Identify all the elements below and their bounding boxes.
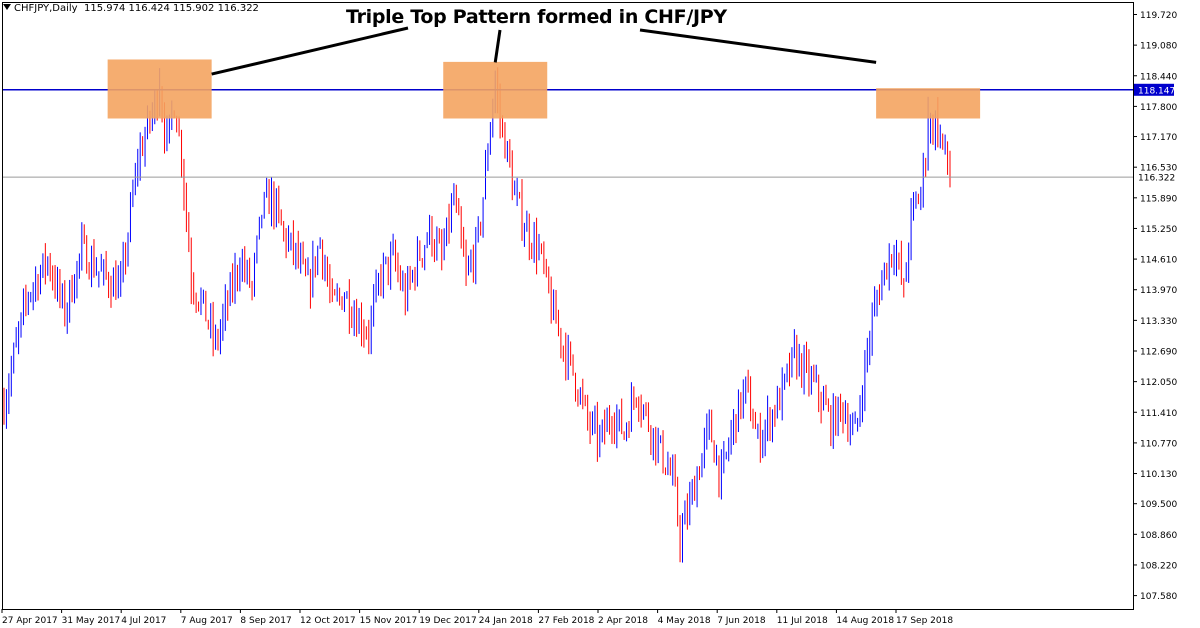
highlight-box-2: [443, 61, 548, 119]
x-tick-label-3: 7 Aug 2017: [181, 616, 233, 626]
y-tick-label-12: 112.050: [1140, 378, 1177, 388]
x-tick-label-11: 4 May 2018: [658, 616, 711, 626]
y-tick-label-10: 113.330: [1140, 317, 1177, 327]
x-tick-label-1: 31 May 2017: [62, 616, 121, 626]
resistance-price-tag: 118.147: [1138, 86, 1175, 96]
y-tick-label-15: 110.130: [1140, 470, 1177, 480]
caret-down-icon[interactable]: [3, 4, 11, 10]
x-tick-label-0: 27 Apr 2017: [2, 616, 58, 626]
y-tick-label-3: 117.800: [1140, 103, 1177, 113]
y-tick-label-7: 115.250: [1140, 225, 1177, 235]
y-tick-label-16: 109.500: [1140, 500, 1177, 510]
y-tick-label-13: 111.410: [1140, 409, 1177, 419]
x-axis: 27 Apr 2017 31 May 2017 4 Jul 2017 7 Aug 20…: [1, 609, 953, 626]
y-tick-label-1: 119.080: [1140, 42, 1177, 52]
y-tick-label-11: 112.690: [1140, 347, 1177, 357]
current-price-tag: 116.322: [1138, 174, 1175, 184]
highlight-box-3: [876, 88, 981, 119]
annotation-line-2: [493, 29, 502, 63]
x-tick-label-14: 14 Aug 2018: [836, 616, 894, 626]
y-tick-label-0: 119.720: [1140, 11, 1177, 21]
chart-header: CHFJPY,Daily 115.974 116.424 115.902 116…: [3, 3, 259, 14]
x-tick-label-13: 11 Jul 2018: [777, 616, 828, 626]
y-tick-label-8: 114.610: [1140, 256, 1177, 266]
y-tick-label-18: 108.220: [1140, 561, 1177, 571]
x-tick-label-15: 17 Sep 2018: [896, 616, 953, 626]
highlight-boxes: [107, 59, 981, 119]
ohlc-values: 115.974 116.424 115.902 116.322: [83, 3, 259, 14]
x-tick-label-10: 2 Apr 2018: [598, 616, 648, 626]
annotation-line-3: [639, 28, 877, 64]
annotation-lines: [211, 26, 877, 76]
y-tick-label-14: 110.770: [1140, 439, 1177, 449]
annotation-line-1: [211, 26, 409, 76]
resistance-price-tag-bg: [1134, 83, 1174, 96]
x-tick-label-12: 7 Jun 2018: [717, 616, 766, 626]
candles-group: [3, 67, 951, 563]
x-tick-label-2: 4 Jul 2017: [121, 616, 166, 626]
y-tick-label-5: 116.530: [1140, 164, 1177, 174]
x-tick-label-7: 19 Dec 2017: [419, 616, 477, 626]
current-price-tag-bg: [1134, 171, 1174, 184]
y-tick-label-4: 117.170: [1140, 133, 1177, 143]
x-tick-label-8: 24 Jan 2018: [479, 616, 533, 626]
y-tick-label-19: 107.580: [1140, 592, 1177, 602]
highlight-box-1: [107, 59, 212, 119]
y-tick-label-6: 115.890: [1140, 194, 1177, 204]
y-tick-label-17: 108.860: [1140, 531, 1177, 541]
x-tick-label-4: 8 Sep 2017: [240, 616, 291, 626]
chart-annotation-title: Triple Top Pattern formed in CHF/JPY: [346, 6, 727, 28]
x-tick-label-5: 12 Oct 2017: [300, 616, 356, 626]
y-axis: 119.720 119.080 118.440 117.800 117.170 116.5…: [1133, 11, 1177, 602]
y-tick-label-2: 118.440: [1140, 72, 1177, 82]
symbol-label: CHFJPY,Daily: [14, 3, 78, 14]
y-tick-label-9: 113.970: [1140, 286, 1177, 296]
x-tick-label-6: 15 Nov 2017: [360, 616, 418, 626]
x-tick-label-9: 27 Feb 2018: [538, 616, 594, 626]
